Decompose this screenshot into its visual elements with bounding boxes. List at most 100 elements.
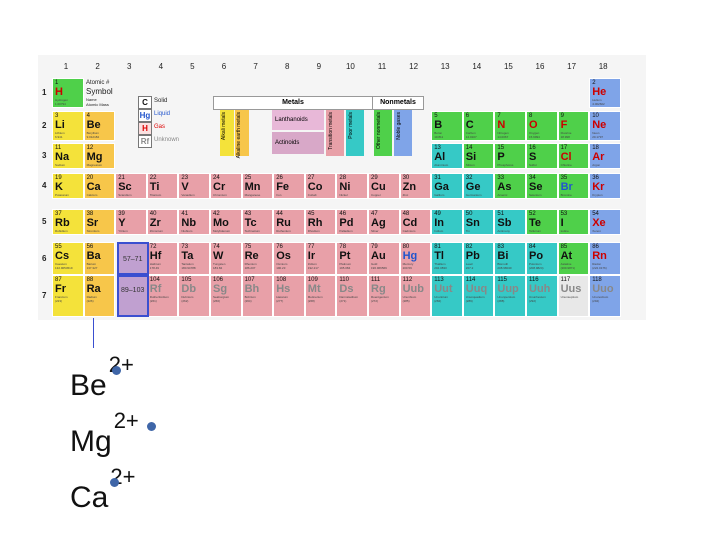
element-cell[interactable]: 104 Rf Rutherfordium (261) bbox=[146, 275, 179, 317]
element-name: Manganese bbox=[244, 193, 261, 197]
element-cell[interactable]: 109 Mt Meitnerium (268) bbox=[304, 275, 337, 317]
element-cell[interactable]: 76 Os Osmium 190.23 bbox=[273, 242, 305, 275]
element-cell[interactable]: 117 Uus Ununseptium bbox=[557, 275, 590, 317]
element-cell[interactable]: 44 Ru Ruthenium 101.07 bbox=[273, 209, 305, 235]
element-cell[interactable]: 83 Bi Bismuth 208.98040 bbox=[494, 242, 526, 275]
element-cell[interactable]: 45 Rh Rhodium 102.90550 bbox=[304, 209, 337, 235]
element-cell[interactable]: 14 Si Silicon 28.0855 bbox=[462, 143, 495, 169]
element-mass: 18.998 bbox=[560, 135, 570, 139]
element-cell[interactable]: 2 He Helium 4.002602 bbox=[589, 78, 621, 108]
element-cell[interactable]: 47 Ag Silver 107.8682 bbox=[368, 209, 400, 235]
element-cell[interactable]: 42 Mo Molybdenum 95.96 bbox=[210, 209, 242, 235]
element-cell[interactable]: 115 Uup Ununpentium (288) bbox=[494, 275, 526, 317]
element-cell[interactable]: 86 Rn Radon (222.0176) bbox=[589, 242, 621, 275]
element-cell[interactable]: 9 F Fluorine 18.998 bbox=[557, 111, 590, 141]
element-cell[interactable]: 73 Ta Tantalum 180.94788 bbox=[178, 242, 210, 275]
element-cell[interactable]: 30 Zn Zinc 65.38 bbox=[399, 173, 432, 199]
element-cell[interactable]: 12 Mg Magnesium 24.3050 bbox=[83, 143, 116, 169]
element-cell[interactable]: 85 At Astatine (209.9871) bbox=[557, 242, 590, 275]
element-cell[interactable]: 41 Nb Niobium 92.90638 bbox=[178, 209, 210, 235]
element-cell[interactable]: 54 Xe Xenon 131.293 bbox=[589, 209, 621, 235]
element-cell[interactable]: 5 B Boron 10.811 bbox=[431, 111, 463, 141]
group-number: 12 bbox=[409, 62, 419, 71]
element-cell[interactable]: 35 Br Bromine 79.904 bbox=[557, 173, 590, 199]
element-cell[interactable]: 28 Ni Nickel 58.6934 bbox=[336, 173, 368, 199]
element-cell[interactable]: 34 Se Selenium 78.96 bbox=[526, 173, 558, 199]
element-cell[interactable]: 38 Sr Strontium 87.62 bbox=[83, 209, 116, 235]
element-cell[interactable]: 87 Fr Francium (223) bbox=[52, 275, 84, 317]
atomic-number: 117 bbox=[560, 277, 571, 283]
element-cell[interactable]: 107 Bh Bohrium (264) bbox=[241, 275, 274, 317]
lanthanoid-placeholder[interactable]: 57–71 bbox=[117, 242, 149, 275]
element-cell[interactable]: 43 Tc Technetium (97.9072) bbox=[241, 209, 274, 235]
element-cell[interactable]: 32 Ge Germanium 72.64 bbox=[462, 173, 495, 199]
element-cell[interactable]: 36 Kr Krypton 83.798 bbox=[589, 173, 621, 199]
element-mass: 186.207 bbox=[244, 266, 256, 270]
element-mass: 50.9415 bbox=[181, 197, 193, 199]
element-cell[interactable]: 29 Cu Copper 63.546 bbox=[368, 173, 400, 199]
element-cell[interactable]: 56 Ba Barium 137.327 bbox=[83, 242, 116, 275]
element-cell[interactable]: 108 Hs Hassium (277) bbox=[273, 275, 305, 317]
element-cell[interactable]: 15 P Phosphorus 30.97 bbox=[494, 143, 526, 169]
element-cell[interactable]: 114 Uuq Ununquadium (289) bbox=[462, 275, 495, 317]
element-cell[interactable]: 48 Cd Cadmium 112.411 bbox=[399, 209, 432, 235]
element-cell[interactable]: 53 I Iodine 126.90447 bbox=[557, 209, 590, 235]
element-cell[interactable]: 26 Fe Iron 55.845 bbox=[273, 173, 305, 199]
element-cell[interactable]: 46 Pd Palladium 106.42 bbox=[336, 209, 368, 235]
element-cell[interactable]: 81 Tl Thallium 204.3833 bbox=[431, 242, 463, 275]
element-cell[interactable]: 16 S Sulfur 32.065 bbox=[526, 143, 558, 169]
element-cell[interactable]: 25 Mn Manganese 54.938045 bbox=[241, 173, 274, 199]
element-cell[interactable]: 51 Sb Antimony 121.760 bbox=[494, 209, 526, 235]
element-cell[interactable]: 39 Y Yttrium 88.90585 bbox=[115, 209, 147, 235]
element-cell[interactable]: 82 Pb Lead 207.2 bbox=[462, 242, 495, 275]
element-cell[interactable]: 106 Sg Seaborgium (266) bbox=[210, 275, 242, 317]
element-cell[interactable]: 24 Cr Chromium 51.9961 bbox=[210, 173, 242, 199]
element-cell[interactable]: 116 Uuh Ununhexium (292) bbox=[526, 275, 558, 317]
element-cell[interactable]: 55 Cs Caesium 132.9054519 bbox=[52, 242, 84, 275]
group-number: 5 bbox=[190, 62, 195, 71]
element-cell[interactable]: 105 Db Dubnium (262) bbox=[178, 275, 210, 317]
element-cell[interactable]: 4 Be Beryllium 9.012182 bbox=[83, 111, 116, 141]
element-symbol: Ta bbox=[181, 250, 194, 262]
element-cell[interactable]: 113 Uut Ununtrium (284) bbox=[431, 275, 463, 317]
state-legend-symbol: C bbox=[138, 96, 152, 109]
element-cell[interactable]: 49 In Indium 114.818 bbox=[431, 209, 463, 235]
element-cell[interactable]: 6 C Carbon 12.0107 bbox=[462, 111, 495, 141]
element-cell[interactable]: 31 Ga Gallium 69.723 bbox=[431, 173, 463, 199]
element-cell[interactable]: 74 W Tungsten 183.84 bbox=[210, 242, 242, 275]
element-cell[interactable]: 18 Ar Argon 39.948 bbox=[589, 143, 621, 169]
element-cell[interactable]: 80 Hg Mercury 200.59 bbox=[399, 242, 432, 275]
element-cell[interactable]: 40 Zr Zirconium 91.224 bbox=[146, 209, 179, 235]
element-cell[interactable]: 84 Po Polonium (208.9824) bbox=[526, 242, 558, 275]
element-cell[interactable]: 118 Uuo Ununoctium (294) bbox=[589, 275, 621, 317]
element-cell[interactable]: 88 Ra Radium (226) bbox=[83, 275, 116, 317]
element-cell[interactable]: 22 Ti Titanium 47.867 bbox=[146, 173, 179, 199]
element-cell[interactable]: 52 Te Tellurium 127.60 bbox=[526, 209, 558, 235]
element-cell[interactable]: 50 Sn Tin 118.710 bbox=[462, 209, 495, 235]
element-cell[interactable]: 3 Li Lithium 6.941 bbox=[52, 111, 84, 141]
element-cell[interactable]: 79 Au Gold 196.966569 bbox=[368, 242, 400, 275]
element-cell[interactable]: 37 Rb Rubidium 85.4678 bbox=[52, 209, 84, 235]
element-cell[interactable]: 27 Co Cobalt 58.933195 bbox=[304, 173, 337, 199]
atomic-number: 74 bbox=[213, 244, 220, 250]
element-cell[interactable]: 75 Re Rhenium 186.207 bbox=[241, 242, 274, 275]
element-cell[interactable]: 10 Ne Neon 20.1797 bbox=[589, 111, 621, 141]
element-cell[interactable]: 72 Hf Hafnium 178.49 bbox=[146, 242, 179, 275]
element-cell[interactable]: 8 O Oxygen 15.9994 bbox=[526, 111, 558, 141]
element-cell[interactable]: 20 Ca Calcium 40.078 bbox=[83, 173, 116, 199]
element-cell[interactable]: 111 Rg Roentgenium (272) bbox=[368, 275, 400, 317]
element-cell[interactable]: 11 Na Sodium 22.98976928 bbox=[52, 143, 84, 169]
actinoid-placeholder[interactable]: 89–103 bbox=[117, 275, 149, 317]
element-cell[interactable]: 110 Ds Darmstadtium (271) bbox=[336, 275, 368, 317]
element-cell[interactable]: 13 Al Aluminium 26.98 bbox=[431, 143, 463, 169]
element-cell[interactable]: 7 N Nitrogen 14.0067 bbox=[494, 111, 526, 141]
element-cell[interactable]: 19 K Potassium 39.0983 bbox=[52, 173, 84, 199]
element-cell[interactable]: 1 H Hydrogen 1.00794 bbox=[52, 78, 84, 108]
element-cell[interactable]: 21 Sc Scandium 44.955912 bbox=[115, 173, 147, 199]
element-cell[interactable]: 112 Uub Ununbium (285) bbox=[399, 275, 432, 317]
element-cell[interactable]: 78 Pt Platinum 195.084 bbox=[336, 242, 368, 275]
element-cell[interactable]: 33 As Arsenic 74.92160 bbox=[494, 173, 526, 199]
element-cell[interactable]: 17 Cl Chlorine 35.453 bbox=[557, 143, 590, 169]
element-cell[interactable]: 23 V Vanadium 50.9415 bbox=[178, 173, 210, 199]
element-cell[interactable]: 77 Ir Iridium 192.217 bbox=[304, 242, 337, 275]
